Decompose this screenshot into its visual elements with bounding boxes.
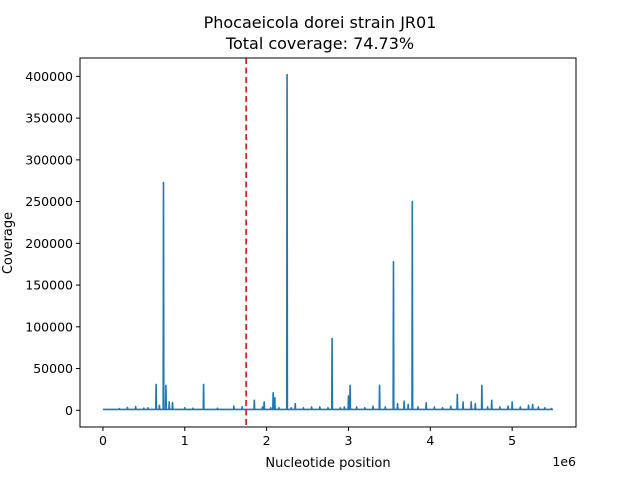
x-axis-label: Nucleotide position xyxy=(265,456,390,471)
y-tick-label: 150000 xyxy=(25,278,73,293)
x-tick-label: 2 xyxy=(263,433,271,448)
plot-area xyxy=(102,58,554,427)
y-tick-label: 0 xyxy=(65,403,73,418)
x-tick-label: 0 xyxy=(99,433,107,448)
y-tick-label: 50000 xyxy=(33,361,73,376)
axes-frame xyxy=(79,57,577,428)
x-tick-label: 4 xyxy=(426,433,434,448)
y-axis-label: Coverage xyxy=(1,212,16,274)
y-tick-label: 400000 xyxy=(25,69,73,84)
y-tick-label: 250000 xyxy=(25,194,73,209)
x-tick-label: 5 xyxy=(508,433,516,448)
y-tick-label: 350000 xyxy=(25,111,73,126)
x-axis-offset-label: 1e6 xyxy=(552,454,576,469)
chart-subtitle: Total coverage: 74.73% xyxy=(225,34,414,53)
x-tick-label: 3 xyxy=(344,433,352,448)
x-tick-label: 1 xyxy=(181,433,189,448)
chart-title: Phocaeicola dorei strain JR01 xyxy=(204,13,437,32)
axis-ticks: 0 1 2 3 4 5 0 50000 100000 150000 200000 250000 3000… xyxy=(25,69,516,448)
y-tick-label: 300000 xyxy=(25,152,73,167)
y-tick-label: 100000 xyxy=(25,319,73,334)
series-line-0 xyxy=(102,73,554,411)
y-tick-label: 200000 xyxy=(25,236,73,251)
